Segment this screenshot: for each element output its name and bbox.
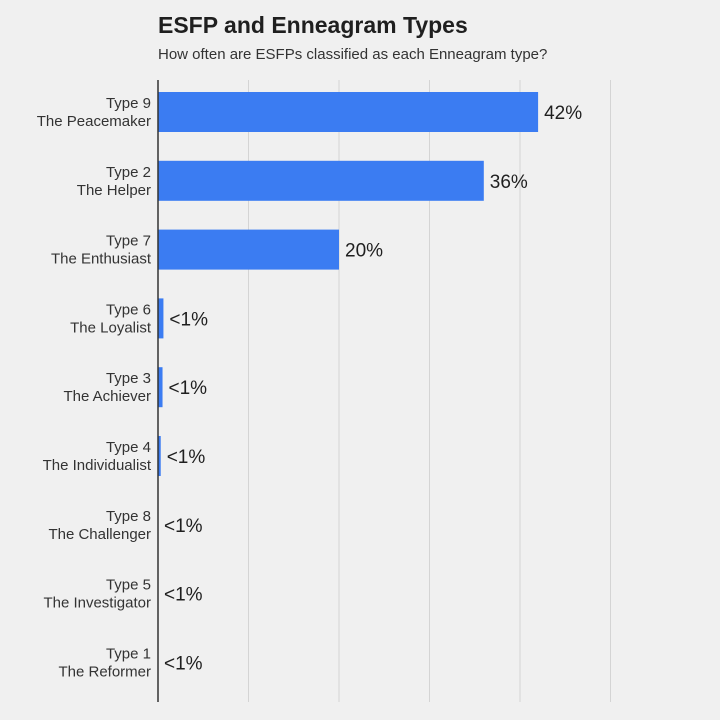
category-name-label: The Enthusiast (51, 251, 152, 268)
category-type-label: Type 9 (106, 95, 151, 112)
data-label: <1% (169, 378, 208, 399)
bar-type-4 (158, 436, 161, 476)
data-label: <1% (164, 516, 203, 537)
bar-type-3 (158, 367, 163, 408)
category-name-label: The Helper (77, 182, 151, 199)
bar-type-9 (158, 92, 539, 132)
category-type-label: Type 6 (106, 301, 151, 318)
category-type-label: Type 4 (106, 439, 151, 456)
data-label: 42% (544, 103, 582, 124)
bar-type-2 (158, 160, 484, 201)
category-name-label: The Investigator (43, 595, 151, 612)
category-type-label: Type 2 (106, 164, 151, 181)
data-label: <1% (167, 447, 206, 468)
category-name-label: The Loyalist (70, 319, 152, 336)
category-name-label: The Reformer (58, 663, 151, 680)
category-name-label: The Individualist (43, 457, 152, 474)
category-type-label: Type 1 (106, 645, 151, 662)
data-label: 36% (490, 172, 528, 193)
category-type-label: Type 8 (106, 508, 151, 525)
chart-subtitle: How often are ESFPs classified as each E… (158, 46, 548, 63)
bar-type-6 (158, 298, 164, 339)
category-name-label: The Challenger (48, 526, 151, 543)
category-name-label: The Peacemaker (37, 113, 151, 130)
category-type-label: Type 5 (106, 577, 151, 594)
category-type-label: Type 7 (106, 233, 151, 250)
data-label: <1% (164, 653, 203, 674)
chart-title: ESFP and Enneagram Types (158, 12, 468, 38)
category-type-label: Type 3 (106, 370, 151, 387)
bar-type-7 (158, 229, 339, 270)
data-label: <1% (164, 585, 203, 606)
data-label: <1% (169, 309, 208, 330)
data-label: 20% (345, 241, 383, 262)
category-name-label: The Achiever (63, 388, 151, 405)
